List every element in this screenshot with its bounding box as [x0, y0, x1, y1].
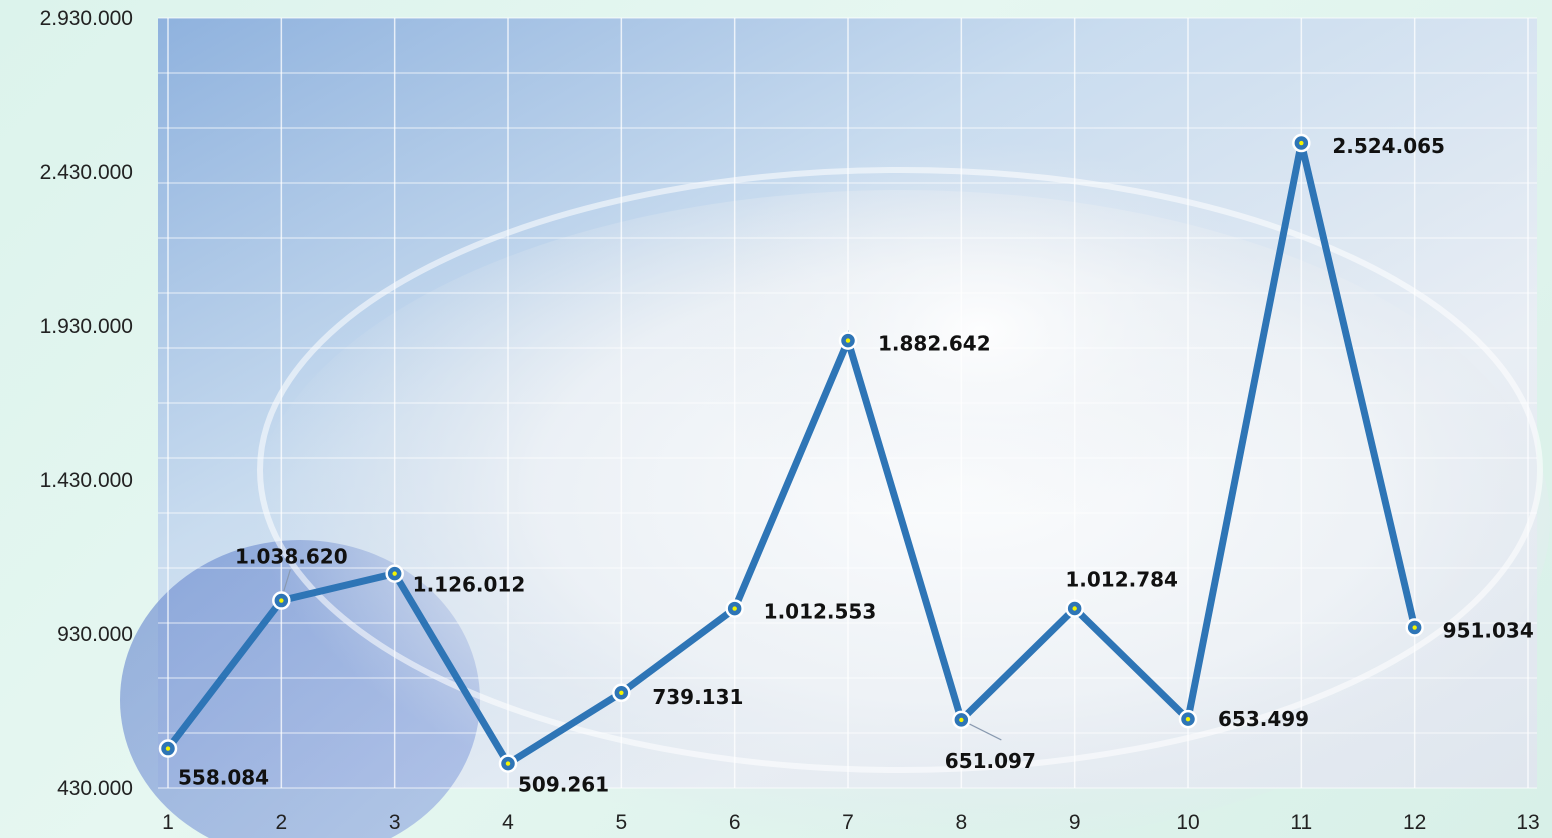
x-tick-label: 6 [729, 811, 741, 834]
data-label: 739.131 [652, 685, 743, 709]
y-tick-label: 2.430.000 [40, 161, 133, 184]
leader-lines [282, 569, 1002, 741]
y-tick-label: 1.930.000 [40, 315, 133, 338]
data-point-center [1412, 625, 1417, 630]
x-tick-label: 13 [1516, 811, 1539, 834]
y-tick-label: 2.930.000 [40, 7, 133, 30]
leader-line [967, 722, 1002, 741]
x-tick-label: 7 [842, 811, 854, 834]
data-point-center [845, 338, 851, 343]
y-tick-label: 930.000 [57, 623, 133, 646]
leader-line [282, 569, 291, 593]
data-label: 2.524.065 [1332, 134, 1445, 158]
data-point-center [165, 746, 171, 751]
data-label: 509.261 [518, 773, 609, 797]
x-tick-label: 12 [1403, 811, 1426, 834]
data-point-center [1072, 606, 1077, 611]
grid-lines [158, 17, 1537, 789]
data-label: 1.012.553 [764, 600, 877, 624]
data-labels: 558.084 1.038.620 1.126.012 509.261 739.131 1… [178, 134, 1534, 797]
y-tick-label: 430.000 [57, 777, 133, 800]
data-point-center [619, 690, 624, 695]
data-point-center [959, 717, 964, 723]
data-point-center [1185, 716, 1191, 722]
x-tick-label: 1 [162, 811, 174, 834]
data-label: 951.034 [1443, 619, 1534, 643]
y-tick-label: 1.430.000 [40, 469, 133, 492]
x-tick-label: 10 [1176, 811, 1199, 834]
data-label: 1.882.642 [878, 332, 991, 356]
x-tick-label: 4 [502, 811, 514, 834]
data-label: 558.084 [178, 766, 269, 790]
x-tick-label: 5 [615, 811, 627, 834]
data-point-center [1299, 140, 1304, 146]
data-label: 1.126.012 [413, 573, 526, 597]
data-point-center [392, 571, 397, 576]
x-tick-label: 2 [275, 811, 287, 834]
y-axis-ticks: 430.000 930.000 1.430.000 1.930.000 2.430.00… [40, 7, 133, 800]
data-label: 651.097 [945, 749, 1036, 773]
data-points [158, 133, 1424, 773]
series-line [165, 142, 1419, 769]
data-label: 1.038.620 [235, 545, 348, 569]
x-tick-label: 11 [1290, 811, 1312, 834]
x-tick-label: 8 [955, 811, 967, 834]
x-tick-label: 3 [389, 811, 401, 834]
data-label: 653.499 [1218, 707, 1309, 731]
x-axis-ticks: 1 2 3 4 5 6 7 8 9 10 11 12 13 [162, 811, 1540, 834]
data-point-center [732, 606, 737, 611]
data-point-center [279, 598, 284, 603]
x-tick-label: 9 [1069, 811, 1081, 834]
data-point-center [505, 761, 511, 766]
data-label: 1.012.784 [1065, 568, 1178, 592]
